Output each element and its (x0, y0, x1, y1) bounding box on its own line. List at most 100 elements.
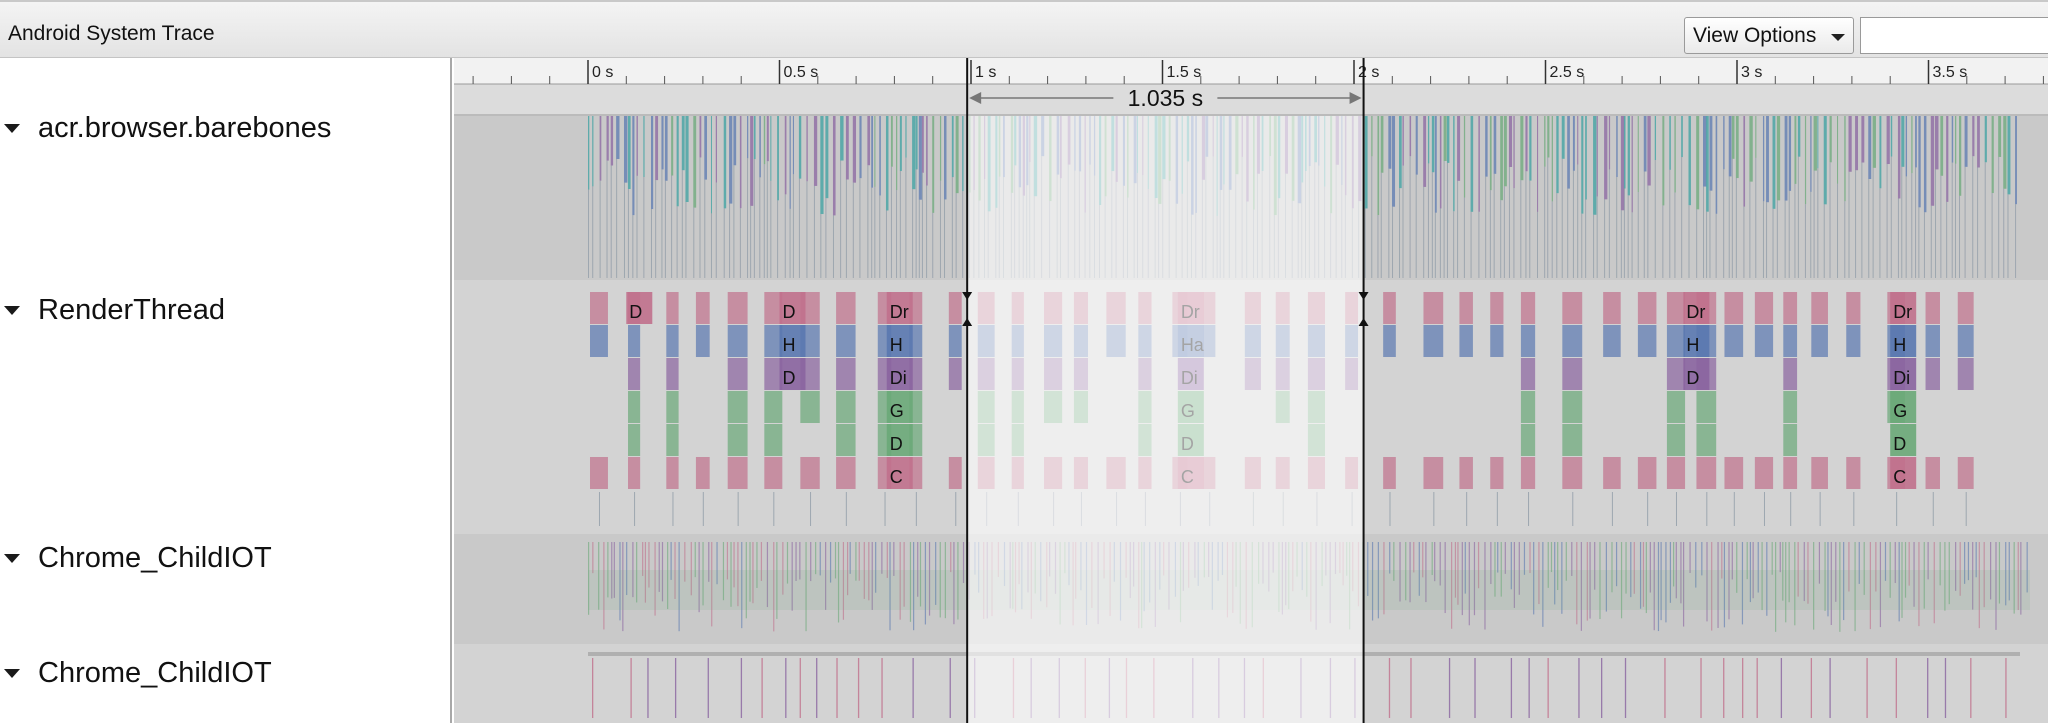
slice (785, 116, 787, 194)
slice (1547, 116, 1549, 157)
slice (2003, 189, 2004, 278)
slice (590, 292, 608, 324)
slice (1669, 170, 1670, 278)
slice (1478, 212, 1479, 278)
slice (1537, 212, 1538, 278)
slice (1547, 658, 1548, 718)
slice (764, 391, 782, 423)
slice (592, 186, 593, 278)
slice (1992, 116, 1994, 193)
slice (666, 358, 678, 390)
slice-label: D (629, 302, 642, 322)
slice (1837, 116, 1838, 184)
slice (1577, 116, 1578, 165)
slice (1811, 658, 1812, 718)
slice (816, 658, 817, 718)
slice (1377, 116, 1379, 215)
slice (806, 181, 807, 278)
slice (833, 215, 834, 278)
slice (682, 170, 683, 278)
slice (859, 116, 861, 178)
slice (1970, 658, 1971, 718)
slice (956, 193, 957, 278)
slice (1402, 166, 1403, 278)
slice (1940, 176, 1941, 278)
slice (1621, 116, 1624, 210)
slice (1567, 116, 1570, 189)
slice (1696, 457, 1716, 489)
slice (1662, 205, 1663, 278)
slice-label: Dr (890, 302, 909, 322)
slice (1603, 457, 1621, 489)
slice (896, 190, 897, 278)
slice (1924, 212, 1925, 278)
slice (955, 492, 956, 526)
slice (1453, 211, 1454, 278)
slice (900, 171, 901, 278)
slice (677, 206, 678, 278)
slice (940, 181, 941, 278)
slice (1763, 116, 1764, 201)
slice (940, 116, 941, 181)
slice (1664, 658, 1665, 718)
slice (607, 116, 609, 161)
slice (1365, 116, 1368, 208)
slice (1577, 165, 1578, 278)
slice (1667, 358, 1685, 390)
slice (1674, 116, 1675, 192)
slice (1798, 116, 1800, 157)
slice (1849, 116, 1852, 172)
slice (1410, 658, 1411, 718)
slice (1985, 116, 1987, 162)
slice (1444, 116, 1447, 161)
slice (1723, 116, 1724, 169)
slice (703, 492, 704, 526)
slice (1593, 116, 1596, 215)
tick-label: 1.5 s (1167, 64, 1202, 81)
slice (1783, 457, 1797, 489)
slice (1667, 325, 1685, 357)
slice (1464, 116, 1465, 198)
slice-label: C (890, 467, 903, 487)
slice (1729, 176, 1730, 278)
slice (1868, 116, 1871, 179)
marker-bar[interactable] (454, 84, 2048, 116)
slice (1593, 215, 1594, 278)
slice (1700, 658, 1701, 718)
slice (770, 181, 771, 278)
slice (1471, 212, 1472, 278)
selection-range[interactable] (967, 116, 1363, 723)
slice (1597, 196, 1598, 278)
slice (588, 116, 589, 190)
slice (785, 194, 786, 278)
slice (1423, 457, 1443, 489)
slice (655, 180, 656, 278)
slice (1505, 542, 1506, 574)
slice (624, 183, 625, 278)
slice (881, 658, 882, 718)
slice (1383, 457, 1396, 489)
time-ruler[interactable]: 0 s 0.5 s 1 s 1.5 s 2 s 2.5 s 3 s 3.5 s (454, 58, 2048, 116)
slice-label: D (1893, 434, 1906, 454)
slice (1432, 116, 1434, 172)
slice (600, 116, 602, 181)
slice (825, 198, 826, 278)
slice (728, 358, 748, 390)
slice (1513, 188, 1514, 278)
slice (1504, 116, 1507, 186)
slice (1972, 156, 1973, 278)
slice (1624, 189, 1625, 278)
slice (1855, 116, 1858, 170)
slice (874, 116, 875, 187)
slice (1794, 184, 1795, 278)
slice (1789, 191, 1790, 278)
slice (1810, 192, 1811, 278)
slice (1736, 116, 1739, 178)
slice (1794, 116, 1796, 184)
slice (790, 116, 791, 209)
slice (836, 358, 855, 390)
slice (1814, 171, 1815, 278)
slice (1709, 116, 1712, 191)
slice (696, 457, 710, 489)
